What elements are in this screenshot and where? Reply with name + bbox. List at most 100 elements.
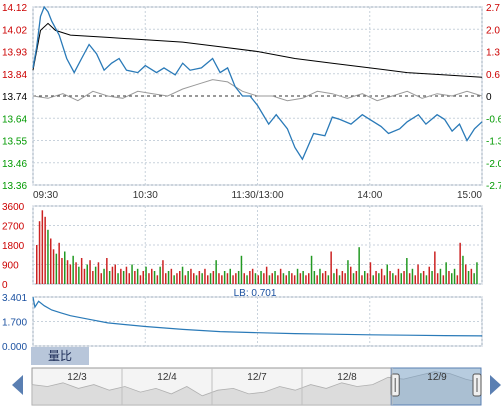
volume-bar [422,271,425,284]
volume-bar [293,275,296,284]
volume-bar [108,271,111,284]
volume-bar [69,264,72,284]
volume-bar [257,275,259,284]
volume-bar [364,271,366,284]
volume-bar [195,275,198,284]
date-navigator[interactable]: 12/3 12/4 12/7 12/8 12/9 [31,367,482,406]
volume-bar [308,273,310,284]
percent-tick-label: 0.6 [486,70,500,81]
volume-bar [162,260,164,284]
volume-bar [97,262,100,284]
volume-bar [296,268,299,284]
price-tick-label: 13.84 [2,70,27,81]
volume-bar [322,273,324,284]
percent-axis-right: 2.7 2.0 1.3 0.6 0 -0.6 -1.3 -2.0 -2.7 [486,3,501,192]
price-tick-label: 13.74 [2,92,27,103]
volume-bar [434,251,436,284]
volume-bar [350,266,352,284]
volume-bar [78,266,80,284]
volume-bar [445,262,447,284]
volume-bar [218,273,220,284]
volume-bar [221,275,223,284]
price-line [32,5,483,161]
volume-bar [358,247,360,284]
volume-bar [406,258,408,284]
lb-line [32,296,483,337]
navigator-date-label: 12/4 [157,372,177,383]
volume-bar [204,268,206,284]
volume-bar [465,264,467,284]
volume-bar [58,242,60,284]
volume-bar [173,275,175,284]
volume-bar [285,275,287,284]
lb-chart: LB: 0.701 [32,288,483,337]
volume-bar [476,262,478,284]
volume-bar [145,266,147,284]
volume-bar [103,268,105,284]
volume-bar [366,273,369,284]
volume-bar [470,268,473,284]
price-axis-left: 14.12 14.02 13.93 13.84 13.74 13.64 13.55 13.46… [2,3,27,192]
volume-bar [148,273,150,284]
volume-bar [86,264,88,284]
percent-tick-label: -2.0 [486,159,501,170]
volume-bar [265,266,268,284]
price-lines [32,5,483,161]
volume-bar [114,264,116,284]
volume-bar [392,273,394,284]
volume-bar [369,262,372,284]
volume-bar [467,271,470,284]
volume-bar [338,275,341,284]
volume-bar [473,273,475,284]
volume-bar [417,264,419,284]
navigator-date-label: 12/7 [247,372,267,383]
volume-bar [159,266,161,284]
volume-bar [246,275,248,284]
volume-bar [134,271,136,284]
volume-bar [453,268,456,284]
average-line [32,22,483,78]
volume-bar [344,273,346,284]
time-tick-label: 10:30 [133,190,158,201]
time-tick-label: 09:30 [33,190,58,201]
volume-bar [420,273,422,284]
volume-bar [274,271,276,284]
volume-bar [136,268,139,284]
nav-right-arrow-icon[interactable] [490,375,501,395]
volume-bar [207,275,209,284]
lb-tick-label: 3.401 [2,293,27,304]
volume-bar [380,268,383,284]
volume-bar [333,273,335,284]
percent-tick-label: -1.3 [486,137,501,148]
volume-bar [291,273,293,284]
volume-bar [403,271,405,284]
volume-bar [89,260,91,284]
volume-bars [36,210,478,284]
volume-bar [316,275,318,284]
volume-bar [44,216,46,284]
volume-bar [431,271,433,284]
volume-bar [232,275,234,284]
volume-bar [411,268,414,284]
volume-bar [190,268,192,284]
time-tick-label: 11:30/13:00 [231,190,284,201]
price-tick-label: 13.55 [2,137,27,148]
tab-liangbi[interactable]: 量比 [31,347,89,365]
price-tick-label: 13.93 [2,48,27,59]
volume-bar [263,273,265,284]
volume-bar [223,271,226,284]
nav-left-arrow-icon[interactable] [12,375,23,395]
volume-bar [151,268,153,284]
time-tick-label: 14:00 [357,190,382,201]
volume-bar [414,275,416,284]
volume-bar [394,275,397,284]
volume-bar [52,249,55,284]
navigator-date-label: 12/3 [67,372,87,383]
volume-bar [237,271,240,284]
volume-bar [299,273,302,284]
volume-bar [375,271,377,284]
volume-bar [50,238,52,284]
volume-bar [279,268,282,284]
volume-bar [235,273,237,284]
volume-bar [378,273,380,284]
